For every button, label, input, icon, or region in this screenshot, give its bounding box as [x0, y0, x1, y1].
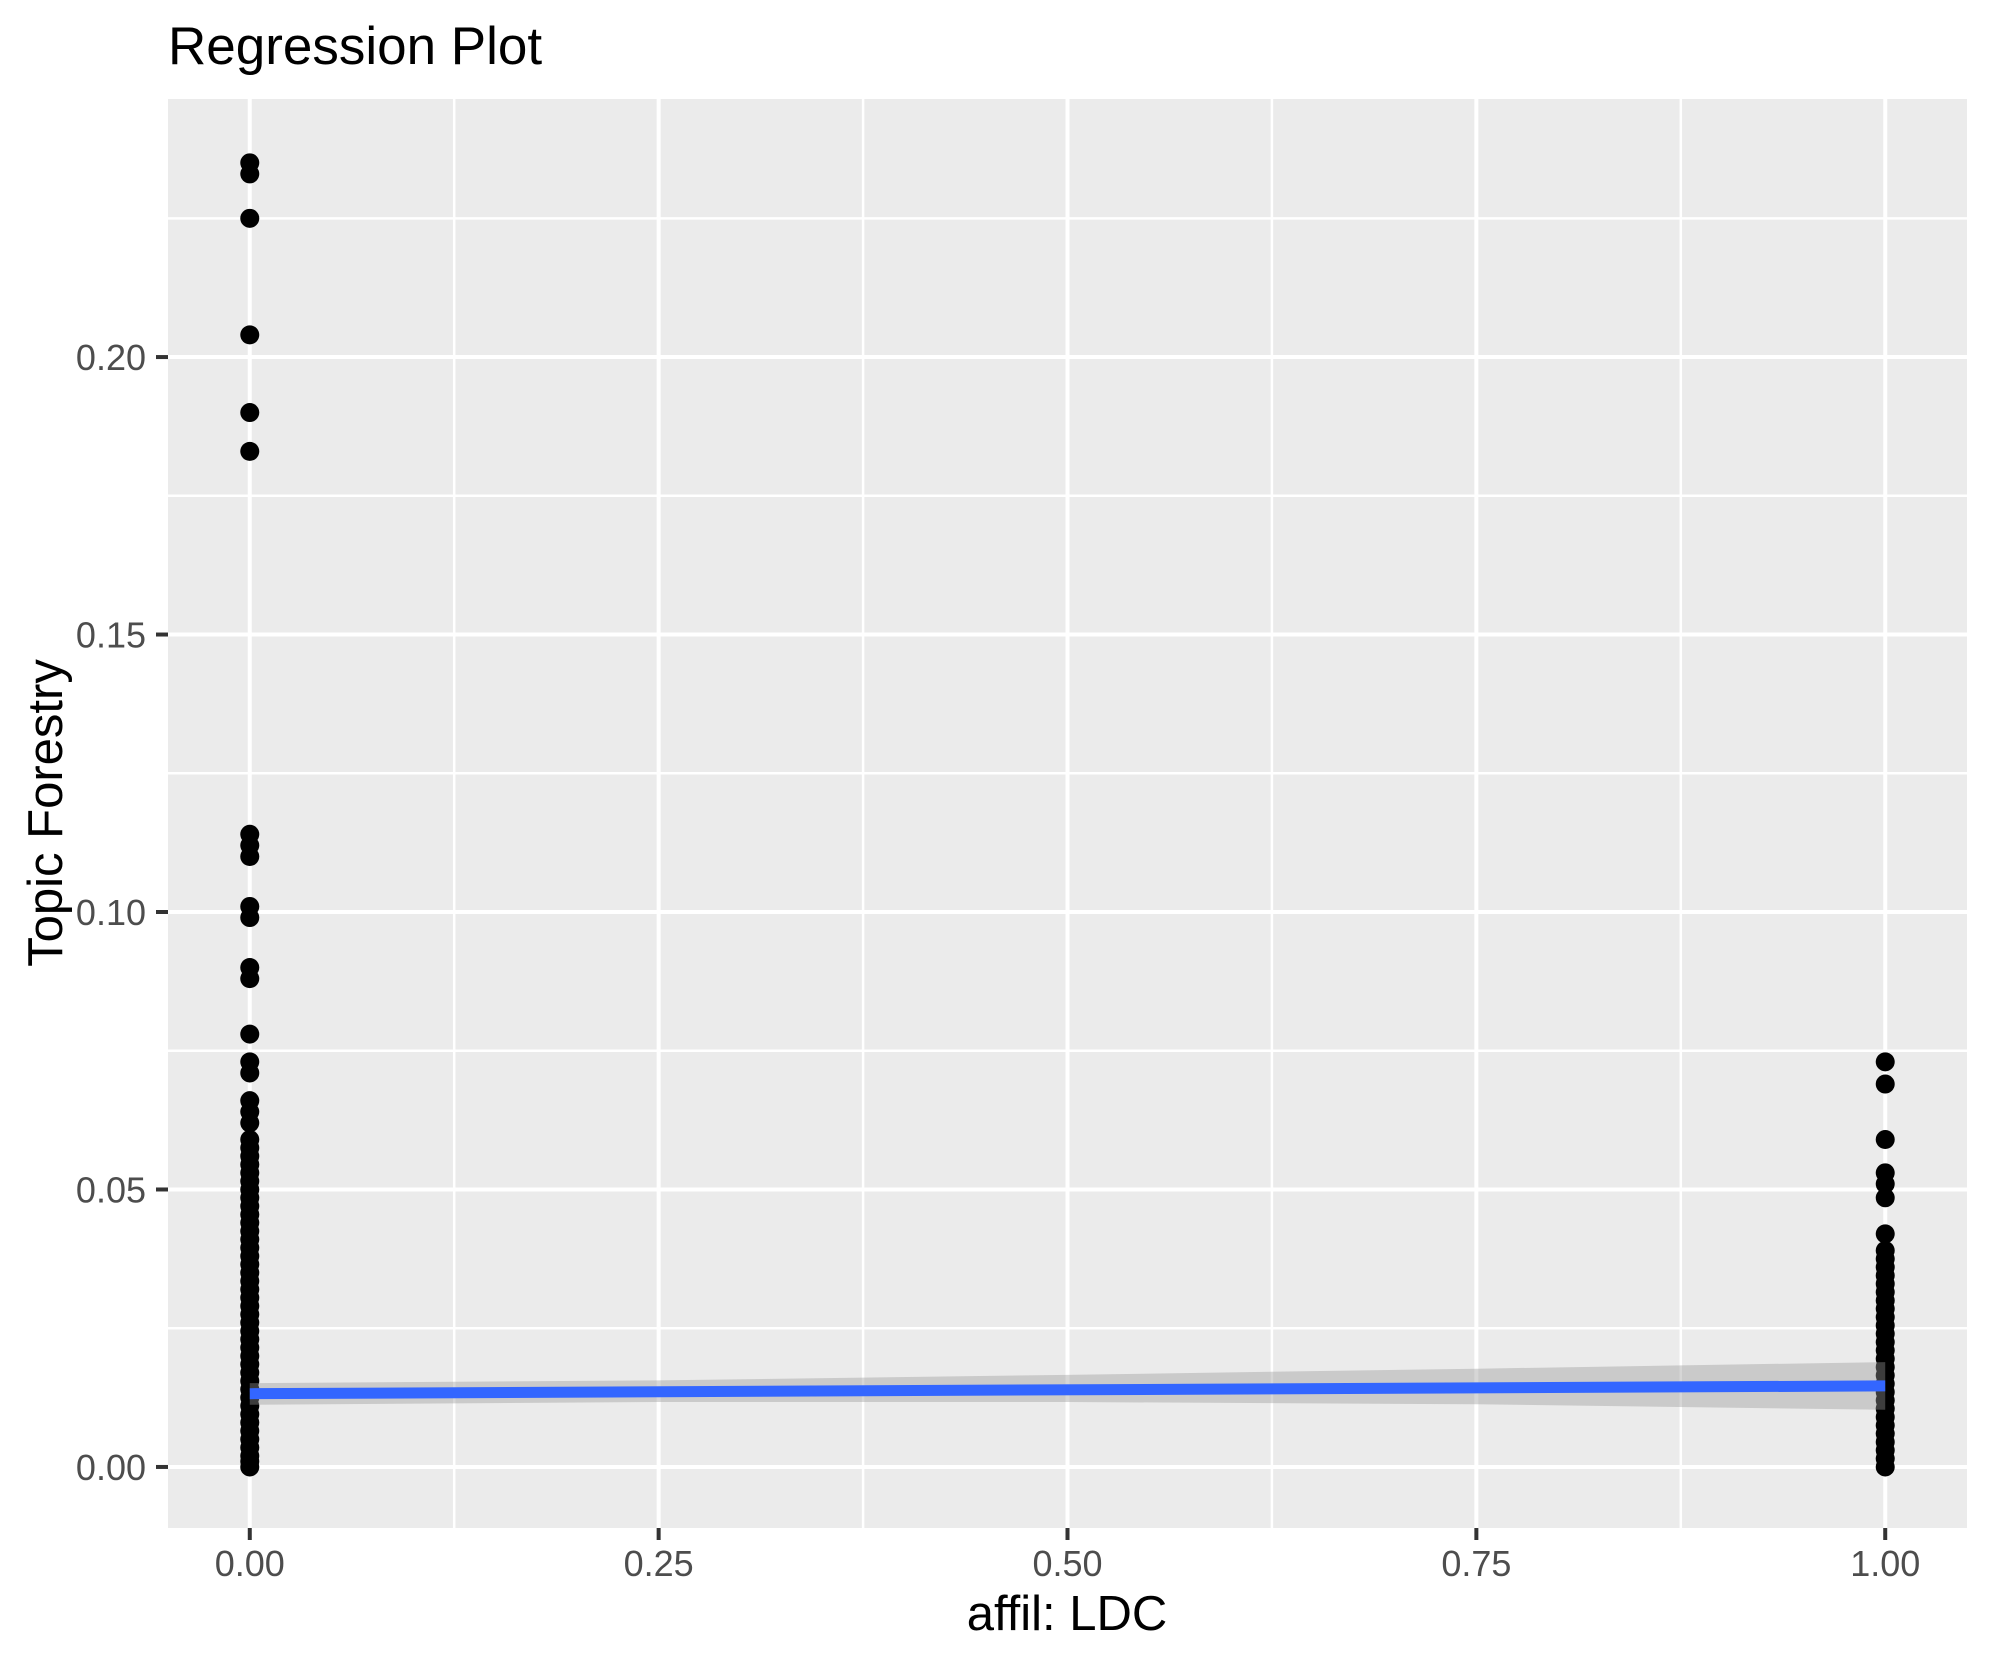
x-axis-title: affil: LDC	[967, 1587, 1168, 1641]
y-tick-label: 0.15	[76, 615, 146, 656]
data-point	[240, 208, 260, 228]
data-point	[1875, 1074, 1895, 1094]
x-tick-label: 0.50	[1032, 1543, 1102, 1584]
plot-title: Regression Plot	[168, 17, 542, 76]
x-axis-ticks: 0.00 0.25 0.50 0.75 1.00	[215, 1528, 1920, 1584]
regression-line-path	[249, 1380, 1886, 1400]
data-point	[1875, 1052, 1895, 1072]
y-axis-title: Topic Forestry	[19, 659, 73, 967]
regression-line	[249, 1380, 1886, 1400]
x-tick-label: 0.75	[1441, 1543, 1511, 1584]
data-point	[240, 403, 260, 423]
data-point	[240, 441, 260, 461]
data-point	[240, 969, 260, 989]
data-point	[240, 164, 260, 184]
data-point	[1875, 1188, 1895, 1208]
data-point	[1875, 1457, 1895, 1477]
x-tick-label: 1.00	[1850, 1543, 1920, 1584]
data-point	[1875, 1130, 1895, 1150]
x-tick-label: 0.25	[624, 1543, 694, 1584]
x-tick-label: 0.00	[215, 1543, 285, 1584]
y-tick-label: 0.20	[76, 337, 146, 378]
data-point	[240, 1024, 260, 1044]
data-point	[240, 1457, 260, 1477]
y-tick-label: 0.00	[76, 1447, 146, 1488]
data-point	[1875, 1174, 1895, 1194]
data-point	[240, 1113, 260, 1133]
data-point	[240, 1063, 260, 1083]
scatter-points	[240, 153, 1895, 1477]
data-point	[240, 325, 260, 345]
y-axis-ticks: 0.00 0.05 0.10 0.15 0.20	[76, 337, 168, 1488]
data-point	[1875, 1224, 1895, 1244]
data-point	[240, 847, 260, 867]
y-tick-label: 0.10	[76, 892, 146, 933]
y-tick-label: 0.05	[76, 1169, 146, 1210]
data-point	[240, 908, 260, 928]
